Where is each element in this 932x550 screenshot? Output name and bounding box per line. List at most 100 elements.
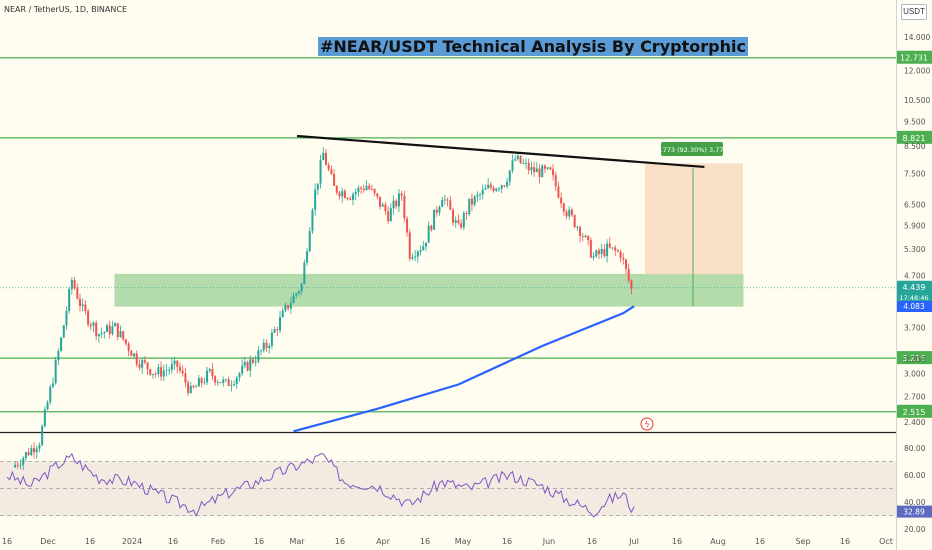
- candle-body: [208, 369, 211, 371]
- candle-body: [460, 223, 463, 228]
- candle-body: [335, 185, 338, 193]
- candle-body: [387, 211, 390, 222]
- candle-body: [16, 464, 19, 466]
- candle-body: [143, 360, 146, 363]
- candle-body: [546, 167, 549, 169]
- candle-body: [495, 188, 498, 191]
- candle-body: [511, 160, 514, 171]
- candle-body: [241, 365, 244, 374]
- x-tick-label: May: [455, 537, 472, 546]
- candle-body: [306, 251, 309, 263]
- price-tick-label: 12.000: [904, 67, 930, 76]
- x-tick-label: 16: [254, 537, 264, 546]
- candle-body: [116, 323, 119, 338]
- candle-body: [138, 364, 141, 368]
- candle-body: [443, 199, 446, 201]
- price-tick-label: 7.500: [904, 169, 926, 178]
- candle-body: [614, 247, 617, 251]
- candle-body: [576, 227, 579, 228]
- candle-body: [379, 196, 382, 207]
- candle-body: [541, 165, 544, 177]
- candle-body: [65, 310, 68, 326]
- candle-body: [184, 373, 187, 383]
- x-tick-label: 2024: [122, 537, 142, 546]
- price-tick-label: 3.700: [904, 324, 926, 333]
- candle-body: [81, 304, 84, 306]
- candle-body: [157, 367, 160, 375]
- candle-body: [497, 188, 500, 190]
- candle-body: [43, 409, 46, 427]
- candle-body: [406, 218, 409, 233]
- level-label-bg: [897, 404, 932, 418]
- candle-body: [381, 204, 384, 207]
- candle-body: [557, 186, 560, 198]
- candle-body: [227, 379, 230, 386]
- support-zone: [114, 273, 744, 307]
- candle-body: [60, 337, 63, 351]
- x-tick-label: 16: [168, 537, 178, 546]
- x-tick-label: 16: [2, 537, 12, 546]
- candle-body: [411, 256, 414, 259]
- candle-body: [584, 235, 587, 237]
- candle-body: [516, 155, 519, 160]
- candle-body: [454, 220, 457, 223]
- x-tick-label: 16: [587, 537, 597, 546]
- candle-body: [476, 194, 479, 197]
- candle-body: [214, 376, 217, 383]
- candle-body: [179, 366, 181, 371]
- candle-body: [103, 331, 106, 334]
- candle-body: [35, 448, 38, 453]
- candle-body: [543, 165, 546, 169]
- candle-body: [327, 164, 330, 170]
- price-tick-label: 5.300: [904, 245, 926, 254]
- candle-body: [492, 187, 495, 191]
- candle-body: [597, 250, 600, 254]
- candle-body: [622, 257, 625, 260]
- price-tick-label: 3.000: [904, 369, 926, 378]
- candle-body: [170, 364, 173, 370]
- candle-body: [616, 250, 619, 252]
- candle-body: [230, 384, 233, 386]
- candle-body: [108, 325, 111, 335]
- candle-body: [316, 183, 319, 190]
- candle-body: [127, 343, 130, 351]
- candle-body: [49, 386, 52, 403]
- candle-body: [373, 188, 376, 194]
- candle-body: [376, 193, 379, 197]
- candle-body: [414, 256, 417, 258]
- candle-body: [565, 211, 568, 217]
- candle-body: [62, 325, 65, 338]
- candle-body: [219, 382, 222, 383]
- candle-body: [197, 378, 200, 387]
- x-tick-label: 16: [672, 537, 682, 546]
- candle-body: [192, 385, 195, 388]
- x-tick-label: Jun: [542, 537, 556, 546]
- x-tick-label: 16: [420, 537, 430, 546]
- level-label-bg: [897, 130, 932, 144]
- candle-body: [527, 162, 530, 171]
- candle-body: [500, 185, 503, 189]
- price-tick-label: 2.700: [904, 392, 926, 401]
- candle-body: [295, 293, 298, 296]
- candle-body: [70, 280, 73, 290]
- candle-body: [503, 185, 506, 187]
- candle-body: [122, 331, 125, 340]
- candle-body: [173, 360, 176, 365]
- candle-body: [519, 155, 522, 164]
- candle-body: [235, 377, 238, 385]
- candle-body: [416, 251, 419, 257]
- candle-body: [397, 193, 400, 207]
- candle-body: [370, 188, 373, 190]
- currency-button[interactable]: USDT: [901, 4, 927, 20]
- candle-body: [362, 188, 365, 191]
- x-tick-label: Aug: [710, 537, 726, 546]
- x-tick-label: 16: [840, 537, 850, 546]
- price-tick-label: 2.400: [904, 418, 926, 427]
- candle-body: [311, 209, 314, 232]
- level-label: 3.216: [903, 354, 926, 363]
- candle-body: [403, 195, 406, 219]
- candle-body: [625, 259, 628, 269]
- price-tick-label: 8.500: [904, 142, 926, 151]
- measure-label-bg: [661, 142, 723, 156]
